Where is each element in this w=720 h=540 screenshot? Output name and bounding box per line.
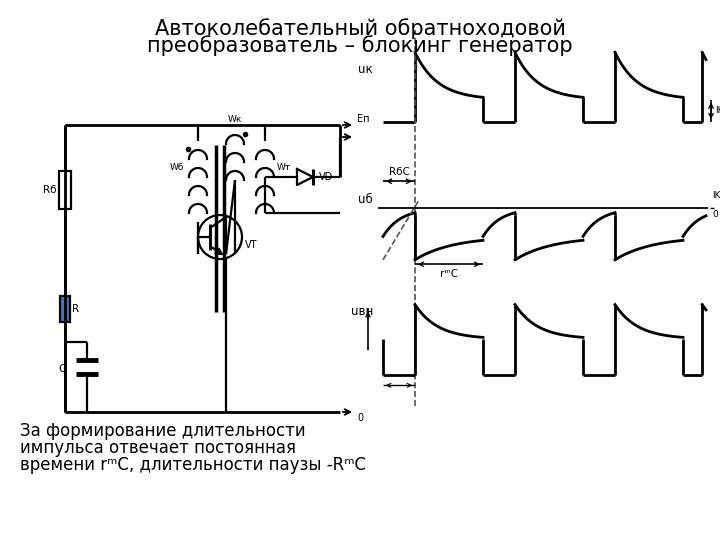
Text: импульса отвечает постоянная: импульса отвечает постоянная: [20, 439, 296, 457]
Text: IK: IK: [712, 191, 720, 200]
Text: RбC: RбC: [389, 167, 410, 177]
Text: Eп: Eп: [357, 114, 369, 124]
Text: VD: VD: [319, 172, 333, 182]
Text: Wб: Wб: [170, 164, 184, 172]
Text: Rб: Rб: [43, 185, 57, 195]
Text: C: C: [58, 364, 66, 374]
Text: времени rᵐC, длительности паузы -RᵐC: времени rᵐC, длительности паузы -RᵐC: [20, 456, 366, 474]
Text: uб: uб: [359, 193, 373, 206]
Text: За формирование длительности: За формирование длительности: [20, 422, 305, 440]
Bar: [59, 171, 71, 209]
Text: rᵐC: rᵐC: [440, 269, 458, 279]
Text: Wт: Wт: [277, 164, 292, 172]
Text: 0: 0: [712, 210, 718, 219]
Text: uк: uк: [359, 63, 373, 76]
Text: Wк: Wк: [228, 115, 242, 124]
Text: uвн: uвн: [351, 305, 373, 318]
Text: преобразователь – блокинг генератор: преобразователь – блокинг генератор: [147, 35, 573, 56]
Text: 0: 0: [357, 413, 363, 423]
Bar: [60, 296, 70, 322]
Text: R: R: [72, 303, 79, 314]
Text: IK: IK: [715, 106, 720, 116]
Text: VT: VT: [245, 240, 258, 250]
Text: Автоколебательный обратноходовой: Автоколебательный обратноходовой: [155, 18, 565, 39]
